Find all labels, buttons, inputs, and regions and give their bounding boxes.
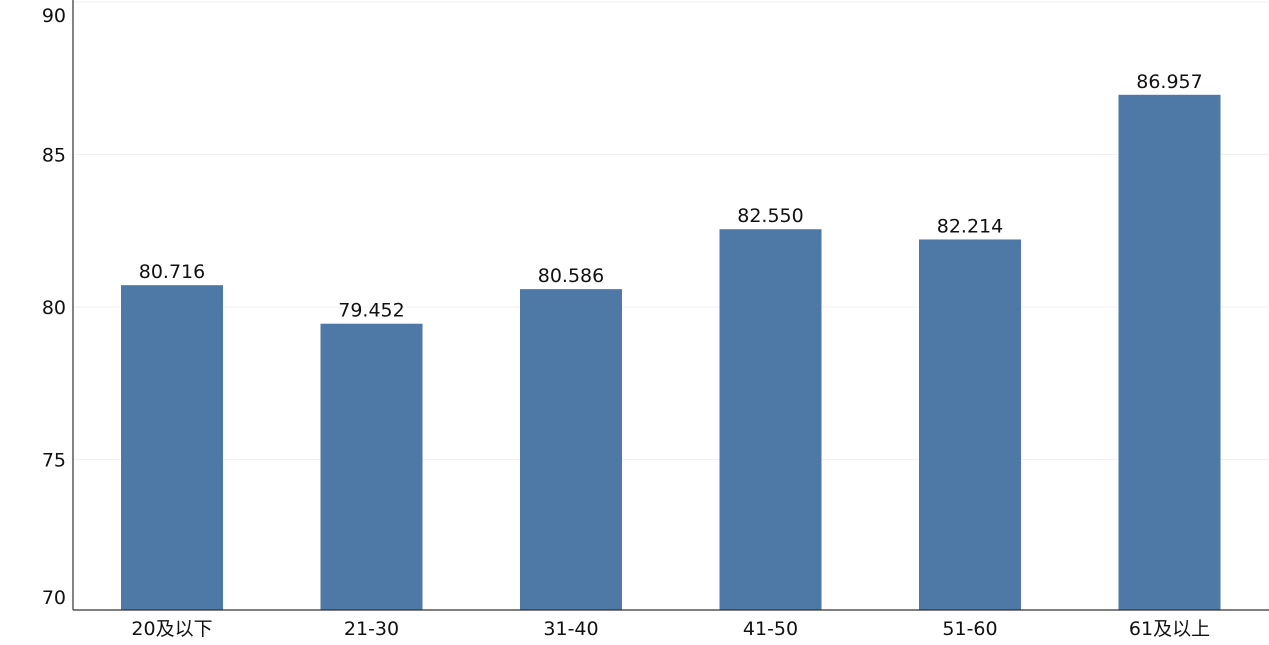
x-tick-label: 51-60 <box>942 618 997 640</box>
data-label: 86.957 <box>1136 71 1202 93</box>
data-label: 80.586 <box>538 265 604 287</box>
bar <box>719 229 822 610</box>
x-tick-label: 21-30 <box>344 618 399 640</box>
bar <box>520 289 622 610</box>
data-labels: 80.716 79.452 80.586 82.550 82.214 86.957 <box>139 71 1203 322</box>
x-tick-label: 31-40 <box>543 618 598 640</box>
x-tick-label: 41-50 <box>743 618 798 640</box>
data-label: 80.716 <box>139 261 205 283</box>
data-label: 82.214 <box>937 215 1003 237</box>
bar <box>320 323 423 610</box>
y-axis: 70 75 80 85 90 <box>42 0 74 610</box>
y-tick-label: 75 <box>42 450 66 472</box>
data-label: 82.550 <box>737 205 803 227</box>
y-tick-label: 90 <box>42 5 66 27</box>
x-tick-label: 20及以下 <box>131 618 212 640</box>
x-axis: 20及以下 21-30 31-40 41-50 51-60 61及以上 <box>73 609 1269 640</box>
x-tick-label: 61及以上 <box>1129 618 1210 640</box>
bar <box>1118 94 1221 610</box>
y-tick-label: 70 <box>42 587 66 609</box>
y-tick-label: 85 <box>42 145 66 167</box>
bars <box>121 94 1221 610</box>
bar <box>121 285 223 610</box>
data-label: 79.452 <box>338 300 404 322</box>
bar <box>919 239 1021 610</box>
grid-lines <box>73 1 1269 460</box>
y-tick-label: 80 <box>42 297 66 319</box>
